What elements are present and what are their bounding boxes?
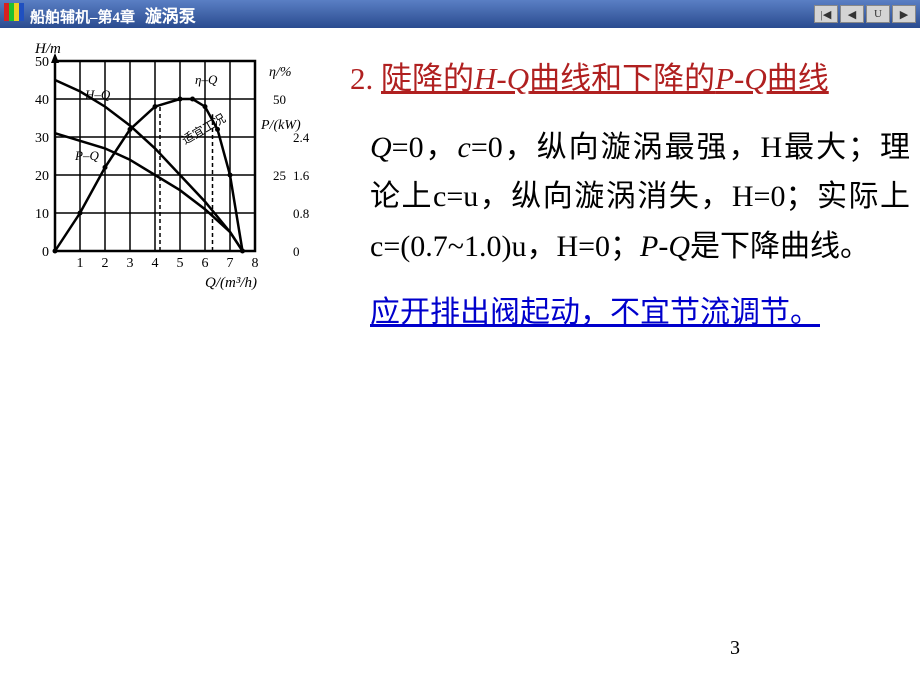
svg-text:0: 0 [42,245,49,260]
body-c: c [458,131,471,164]
title-prefix: 船舶辅机–第4章 [30,10,135,26]
heading-hq: H-Q [474,61,529,96]
heading-p1: 陡降的 [381,61,474,96]
content-area: 0102030405012345678H/mQ/(m³/h)η/%P/(kW)5… [0,28,920,345]
svg-text:40: 40 [35,93,49,108]
page-number: 3 [730,637,740,660]
nav-up-button[interactable]: U [866,5,890,23]
svg-text:30: 30 [35,131,49,146]
svg-text:10: 10 [35,207,49,222]
svg-text:P–Q: P–Q [74,148,99,163]
nav-first-button[interactable]: |◀ [814,5,838,23]
body-t1: =0， [392,131,458,164]
svg-text:20: 20 [35,169,49,184]
svg-text:η/%: η/% [269,65,292,80]
svg-text:4: 4 [152,256,159,271]
nav-next-button[interactable]: ▶ [892,5,916,23]
chart-area: 0102030405012345678H/mQ/(m³/h)η/%P/(kW)5… [10,36,330,337]
logo-icon [4,3,26,26]
svg-text:2.4: 2.4 [293,130,310,145]
nav-prev-button[interactable]: ◀ [840,5,864,23]
svg-text:H/m: H/m [34,41,61,57]
svg-text:1: 1 [77,256,84,271]
heading-pq: P-Q [715,61,767,96]
heading-p2: 曲线和下降的 [529,61,715,96]
body-t3: 是下降曲线。 [690,230,870,263]
heading-p3: 曲线 [767,61,829,96]
svg-text:5: 5 [177,256,184,271]
section-heading: 2. 陡降的H-Q曲线和下降的P-Q曲线 [350,56,910,103]
body-paragraph: Q=0，c=0，纵向漩涡最强，H最大；理论上c=u，纵向漩涡消失，H=0；实际上… [350,123,910,272]
body-PQ: P-Q [640,230,690,263]
svg-text:0.8: 0.8 [293,206,309,221]
svg-text:H–Q: H–Q [84,87,111,102]
svg-text:Q/(m³/h): Q/(m³/h) [205,275,257,291]
pump-chart: 0102030405012345678H/mQ/(m³/h)η/%P/(kW)5… [10,36,330,306]
nav-buttons: |◀ ◀ U ▶ [814,5,916,23]
title-bar: 船舶辅机–第4章 漩涡泵 |◀ ◀ U ▶ [0,0,920,28]
svg-text:50: 50 [273,92,286,107]
svg-text:3: 3 [127,256,134,271]
svg-text:25: 25 [273,168,286,183]
svg-text:50: 50 [35,55,49,70]
heading-num: 2. [350,61,381,96]
svg-text:6: 6 [202,256,209,271]
svg-text:η–Q: η–Q [195,72,218,87]
title-left: 船舶辅机–第4章 漩涡泵 [4,2,196,27]
text-area: 2. 陡降的H-Q曲线和下降的P-Q曲线 Q=0，c=0，纵向漩涡最强，H最大；… [350,36,910,337]
title-text: 船舶辅机–第4章 漩涡泵 [30,2,196,27]
svg-text:7: 7 [227,256,234,271]
body-Q: Q [370,131,392,164]
svg-text:1.6: 1.6 [293,168,310,183]
svg-text:0: 0 [293,244,300,259]
svg-text:2: 2 [102,256,109,271]
note-text: 应开排出阀起动，不宜节流调节。 [350,289,910,337]
svg-text:8: 8 [252,256,259,271]
title-subject: 漩涡泵 [145,7,196,26]
